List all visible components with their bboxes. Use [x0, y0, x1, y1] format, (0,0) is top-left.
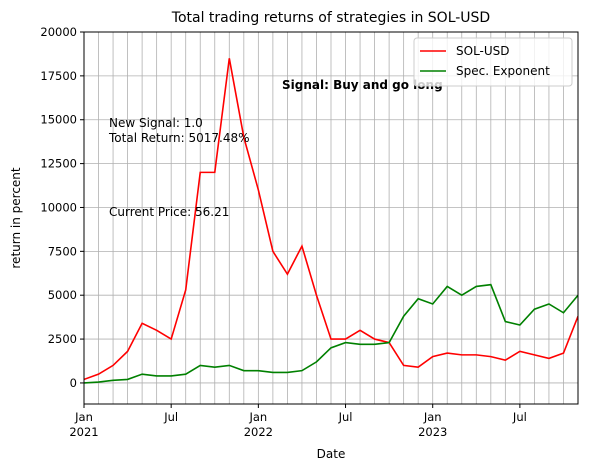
chart-title: Total trading returns of strategies in S…	[171, 10, 490, 26]
x-tick-label: Jul	[512, 410, 527, 424]
y-tick-label: 17500	[40, 69, 77, 83]
line-series	[84, 283, 578, 384]
y-tick-label: 5000	[48, 288, 77, 302]
annotation: Total Return: 5017.48%	[108, 131, 250, 145]
x-tick-label: Jan 2022	[244, 410, 273, 439]
plot-frame	[83, 31, 579, 405]
x-axis-label: Date	[317, 447, 346, 461]
y-tick-label: 2500	[48, 332, 77, 346]
legend-label: Spec. Exponent	[456, 64, 550, 78]
signal-annotation: Signal: Buy and go long	[282, 78, 443, 92]
annotation: Current Price: 56.21	[109, 205, 229, 219]
y-tick-label: 12500	[40, 157, 77, 171]
annotation: New Signal: 1.0	[109, 116, 203, 130]
y-axis-label: return in percent	[9, 167, 23, 269]
line-series	[84, 58, 578, 381]
x-tick-label: Jan 2021	[69, 410, 98, 439]
y-tick-label: 15000	[40, 113, 77, 127]
x-tick-label: Jul	[163, 410, 178, 424]
legend-box	[413, 37, 573, 87]
y-tick-label: 7500	[48, 244, 77, 258]
y-tick-label: 0	[70, 376, 77, 390]
x-tick-label: Jan 2023	[418, 410, 447, 439]
y-tick-label: 20000	[40, 25, 77, 39]
x-tick-label: Jul	[338, 410, 353, 424]
legend-label: SOL-USD	[456, 44, 510, 58]
y-tick-label: 10000	[40, 200, 77, 214]
